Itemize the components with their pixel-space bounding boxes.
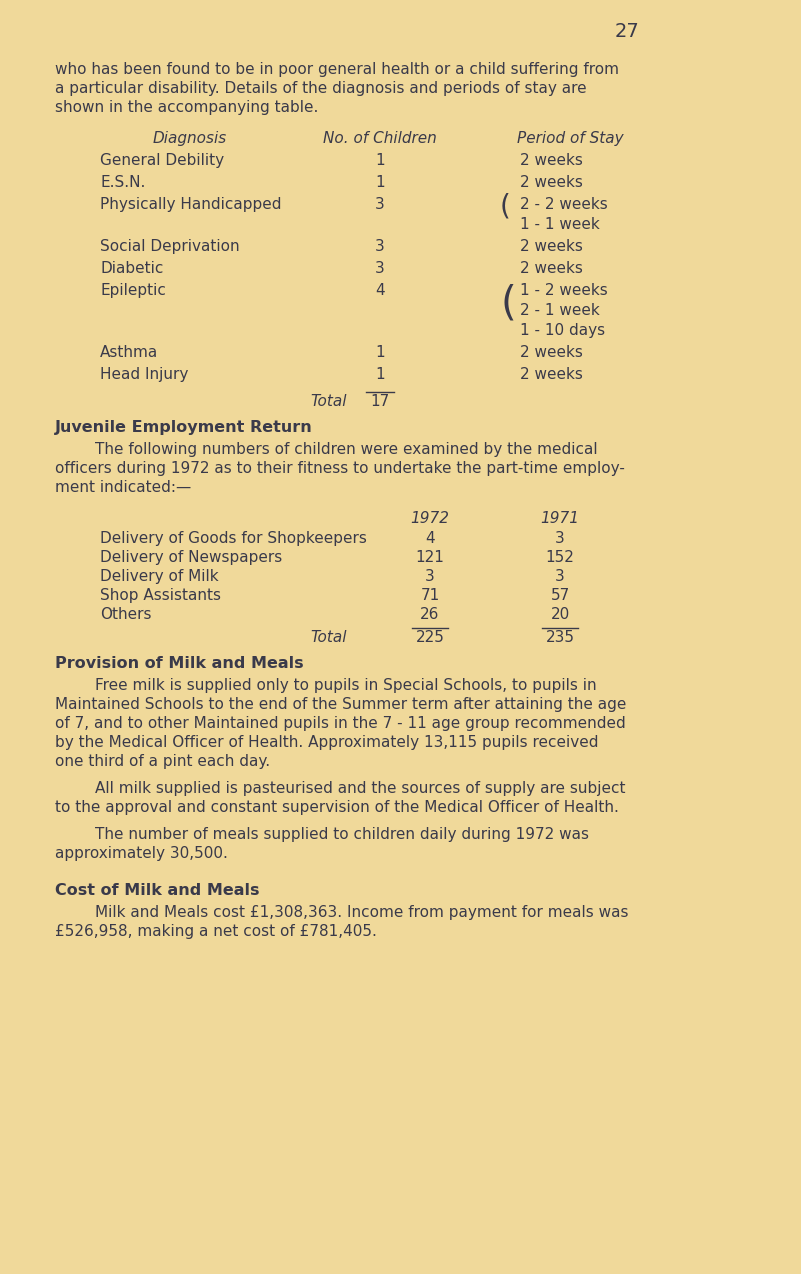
Text: 3: 3 bbox=[375, 240, 384, 254]
Text: 2 weeks: 2 weeks bbox=[520, 175, 583, 190]
Text: 1: 1 bbox=[375, 175, 384, 190]
Text: The number of meals supplied to children daily during 1972 was: The number of meals supplied to children… bbox=[95, 827, 589, 842]
Text: Free milk is supplied only to pupils in Special Schools, to pupils in: Free milk is supplied only to pupils in … bbox=[95, 678, 597, 693]
Text: 27: 27 bbox=[615, 22, 640, 41]
Text: No. of Children: No. of Children bbox=[323, 131, 437, 147]
Text: ment indicated:—: ment indicated:— bbox=[55, 480, 191, 496]
Text: 1: 1 bbox=[375, 153, 384, 168]
Text: 152: 152 bbox=[545, 550, 574, 564]
Text: (: ( bbox=[500, 192, 511, 220]
Text: All milk supplied is pasteurised and the sources of supply are subject: All milk supplied is pasteurised and the… bbox=[95, 781, 626, 796]
Text: Diagnosis: Diagnosis bbox=[153, 131, 227, 147]
Text: Asthma: Asthma bbox=[100, 345, 159, 361]
Text: 121: 121 bbox=[416, 550, 445, 564]
Text: 235: 235 bbox=[545, 631, 574, 645]
Text: shown in the accompanying table.: shown in the accompanying table. bbox=[55, 99, 318, 115]
Text: Milk and Meals cost £1,308,363. Income from payment for meals was: Milk and Meals cost £1,308,363. Income f… bbox=[95, 905, 629, 920]
Text: 57: 57 bbox=[550, 589, 570, 603]
Text: Total: Total bbox=[310, 631, 347, 645]
Text: Diabetic: Diabetic bbox=[100, 261, 163, 276]
Text: 1972: 1972 bbox=[410, 511, 449, 526]
Text: E.S.N.: E.S.N. bbox=[100, 175, 145, 190]
Text: Delivery of Milk: Delivery of Milk bbox=[100, 569, 219, 583]
Text: 26: 26 bbox=[421, 606, 440, 622]
Text: 1971: 1971 bbox=[541, 511, 579, 526]
Text: a particular disability. Details of the diagnosis and periods of stay are: a particular disability. Details of the … bbox=[55, 82, 586, 96]
Text: 2 weeks: 2 weeks bbox=[520, 367, 583, 382]
Text: 1 - 10 days: 1 - 10 days bbox=[520, 324, 605, 338]
Text: 17: 17 bbox=[370, 394, 389, 409]
Text: (: ( bbox=[500, 283, 516, 324]
Text: 1 - 2 weeks: 1 - 2 weeks bbox=[520, 283, 608, 298]
Text: one third of a pint each day.: one third of a pint each day. bbox=[55, 754, 270, 769]
Text: Physically Handicapped: Physically Handicapped bbox=[100, 197, 281, 211]
Text: 20: 20 bbox=[550, 606, 570, 622]
Text: 4: 4 bbox=[375, 283, 384, 298]
Text: 1 - 1 week: 1 - 1 week bbox=[520, 217, 600, 232]
Text: £526,958, making a net cost of £781,405.: £526,958, making a net cost of £781,405. bbox=[55, 924, 377, 939]
Text: 2 weeks: 2 weeks bbox=[520, 261, 583, 276]
Text: Others: Others bbox=[100, 606, 151, 622]
Text: 3: 3 bbox=[555, 569, 565, 583]
Text: 2 weeks: 2 weeks bbox=[520, 153, 583, 168]
Text: of 7, and to other Maintained pupils in the 7 - 11 age group recommended: of 7, and to other Maintained pupils in … bbox=[55, 716, 626, 731]
Text: Delivery of Newspapers: Delivery of Newspapers bbox=[100, 550, 282, 564]
Text: Provision of Milk and Meals: Provision of Milk and Meals bbox=[55, 656, 304, 671]
Text: 3: 3 bbox=[425, 569, 435, 583]
Text: officers during 1972 as to their fitness to undertake the part-time employ-: officers during 1972 as to their fitness… bbox=[55, 461, 625, 476]
Text: approximately 30,500.: approximately 30,500. bbox=[55, 846, 227, 861]
Text: 2 weeks: 2 weeks bbox=[520, 240, 583, 254]
Text: 2 weeks: 2 weeks bbox=[520, 345, 583, 361]
Text: 1: 1 bbox=[375, 345, 384, 361]
Text: by the Medical Officer of Health. Approximately 13,115 pupils received: by the Medical Officer of Health. Approx… bbox=[55, 735, 598, 750]
Text: Social Deprivation: Social Deprivation bbox=[100, 240, 239, 254]
Text: Shop Assistants: Shop Assistants bbox=[100, 589, 221, 603]
Text: to the approval and constant supervision of the Medical Officer of Health.: to the approval and constant supervision… bbox=[55, 800, 619, 815]
Text: 3: 3 bbox=[375, 261, 384, 276]
Text: 4: 4 bbox=[425, 531, 435, 547]
Text: Juvenile Employment Return: Juvenile Employment Return bbox=[55, 420, 312, 434]
Text: 2 - 2 weeks: 2 - 2 weeks bbox=[520, 197, 608, 211]
Text: Total: Total bbox=[310, 394, 347, 409]
Text: Head Injury: Head Injury bbox=[100, 367, 188, 382]
Text: Cost of Milk and Meals: Cost of Milk and Meals bbox=[55, 883, 260, 898]
Text: 71: 71 bbox=[421, 589, 440, 603]
Text: 3: 3 bbox=[555, 531, 565, 547]
Text: 3: 3 bbox=[375, 197, 384, 211]
Text: General Debility: General Debility bbox=[100, 153, 224, 168]
Text: Period of Stay: Period of Stay bbox=[517, 131, 623, 147]
Text: Epileptic: Epileptic bbox=[100, 283, 166, 298]
Text: The following numbers of children were examined by the medical: The following numbers of children were e… bbox=[95, 442, 598, 457]
Text: Maintained Schools to the end of the Summer term after attaining the age: Maintained Schools to the end of the Sum… bbox=[55, 697, 626, 712]
Text: 2 - 1 week: 2 - 1 week bbox=[520, 303, 600, 318]
Text: 225: 225 bbox=[416, 631, 445, 645]
Text: 1: 1 bbox=[375, 367, 384, 382]
Text: who has been found to be in poor general health or a child suffering from: who has been found to be in poor general… bbox=[55, 62, 619, 76]
Text: Delivery of Goods for Shopkeepers: Delivery of Goods for Shopkeepers bbox=[100, 531, 367, 547]
